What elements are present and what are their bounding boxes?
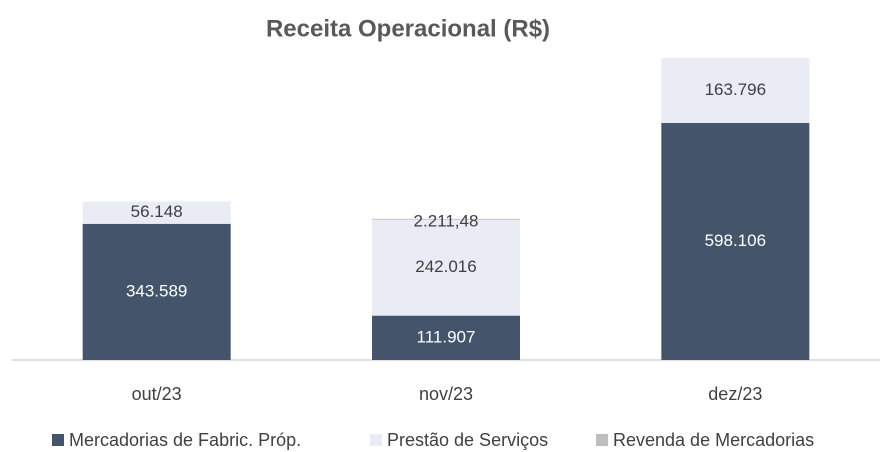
data-label: 2.211,48 xyxy=(414,211,479,230)
data-label: 163.796 xyxy=(705,80,766,99)
bar-segment xyxy=(82,201,231,224)
data-label: 343.589 xyxy=(126,281,187,300)
chart-title: Receita Operacional (R$) xyxy=(266,15,550,42)
data-label: 242.016 xyxy=(415,257,476,276)
legend-swatch xyxy=(52,434,64,446)
bar-segment xyxy=(372,315,520,360)
legend-label: Prestão de Serviços xyxy=(387,430,548,450)
legend-swatch xyxy=(370,434,382,446)
legend-label: Mercadorias de Fabric. Próp. xyxy=(69,430,301,450)
x-tick-label: nov/23 xyxy=(419,384,473,404)
data-label: 56.148 xyxy=(131,202,183,221)
bar-segment xyxy=(372,218,520,220)
x-tick-label: out/23 xyxy=(132,384,182,404)
bar-segment xyxy=(82,223,231,360)
data-label: 111.907 xyxy=(417,327,476,346)
bar-segment xyxy=(661,122,810,361)
data-label: 598.106 xyxy=(705,231,766,250)
legend-label: Revenda de Mercadorias xyxy=(613,430,814,450)
legend-swatch xyxy=(596,434,608,446)
x-tick-label: dez/23 xyxy=(708,384,762,404)
bar-segment xyxy=(661,58,810,123)
bar-segment xyxy=(372,219,520,316)
